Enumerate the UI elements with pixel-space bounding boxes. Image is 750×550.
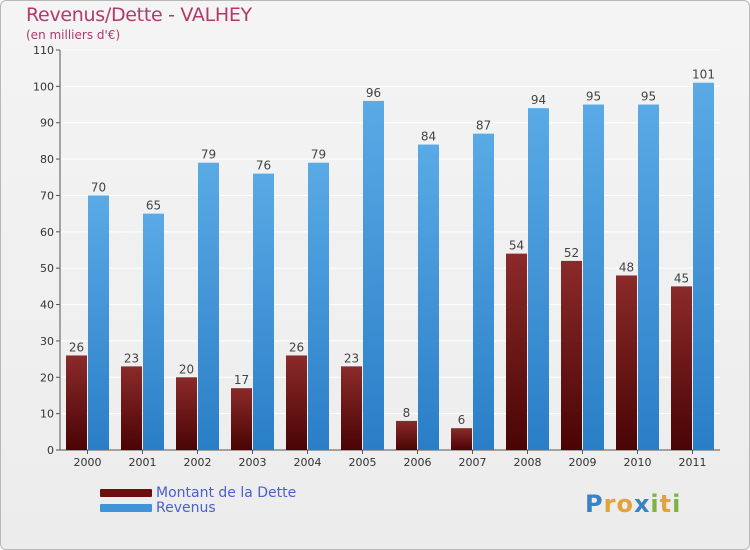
x-tick-label: 2007 — [459, 456, 487, 469]
y-tick-label: 80 — [40, 153, 54, 166]
y-tick-label: 10 — [40, 408, 54, 421]
x-tick-label: 2011 — [679, 456, 707, 469]
bar-revenus — [418, 144, 439, 450]
bar-dette — [506, 253, 527, 450]
chart-subtitle: (en milliers d'€) — [26, 28, 121, 42]
data-label-revenus: 95 — [586, 90, 601, 104]
bars — [66, 82, 714, 451]
y-tick-label: 70 — [40, 189, 54, 202]
data-label-dette: 17 — [234, 373, 249, 387]
legend-swatch-revenus — [100, 504, 152, 512]
bar-dette — [121, 366, 142, 450]
bar-dette — [286, 355, 307, 450]
logo-letter: o — [616, 490, 634, 518]
data-label-revenus: 79 — [311, 148, 326, 162]
y-tick-label: 30 — [40, 335, 54, 348]
logo-letter: i — [650, 490, 660, 518]
proxiti-logo: Proxiti — [585, 490, 681, 518]
bar-revenus — [143, 213, 164, 450]
chart-title: Revenus/Dette - VALHEY — [26, 4, 252, 26]
y-tick-label: 20 — [40, 371, 54, 384]
data-label-revenus: 84 — [421, 130, 436, 144]
data-label-revenus: 87 — [476, 119, 491, 133]
bar-dette — [561, 260, 582, 450]
x-tick-label: 2010 — [624, 456, 652, 469]
y-tick-label: 60 — [40, 226, 54, 239]
data-label-dette: 23 — [124, 351, 139, 365]
bar-revenus — [693, 82, 714, 451]
data-label-dette: 8 — [403, 406, 411, 420]
x-tick-label: 2005 — [349, 456, 377, 469]
axes: 0 10 20 30 40 50 60 70 80 90 100 110 2000 2001 2002 200… — [33, 44, 720, 469]
bar-dette — [66, 355, 87, 450]
data-label-dette: 52 — [564, 246, 579, 260]
data-label-revenus: 65 — [146, 199, 161, 213]
x-tick-label: 2004 — [294, 456, 322, 469]
logo-letter: t — [659, 490, 673, 518]
y-tick-label: 50 — [40, 262, 54, 275]
bar-dette — [176, 377, 197, 450]
data-label-dette: 48 — [619, 260, 634, 274]
bar-revenus — [253, 173, 274, 451]
bar-revenus — [583, 104, 604, 450]
data-label-revenus: 76 — [256, 159, 271, 173]
data-labels: 26 70 23 65 20 79 17 76 26 79 23 96 8 84 6 87 54 94 52 95 48… — [69, 68, 715, 427]
bar-dette — [231, 388, 252, 450]
bar-revenus — [473, 133, 494, 451]
bar-revenus — [363, 100, 384, 450]
x-tick-label: 2003 — [239, 456, 267, 469]
x-tick-label: 2006 — [404, 456, 432, 469]
bar-revenus — [638, 104, 659, 450]
data-label-dette: 26 — [289, 340, 304, 354]
data-label-dette: 45 — [674, 271, 689, 285]
y-tick-label: 0 — [47, 444, 54, 457]
bar-revenus — [198, 162, 219, 450]
legend-swatch-debt — [100, 489, 152, 497]
data-label-dette: 54 — [509, 239, 524, 253]
logo-letter: x — [633, 490, 651, 518]
data-label-dette: 20 — [179, 362, 194, 376]
y-tick-label: 90 — [40, 117, 54, 130]
y-tick-label: 110 — [33, 44, 54, 57]
data-label-revenus: 101 — [692, 68, 715, 82]
y-tick-label: 100 — [33, 80, 54, 93]
data-label-dette: 23 — [344, 351, 359, 365]
data-label-dette: 6 — [458, 413, 466, 427]
logo-letter: P — [585, 490, 604, 518]
bar-dette — [341, 366, 362, 450]
data-label-revenus: 94 — [531, 93, 546, 107]
data-label-revenus: 96 — [366, 86, 381, 100]
bar-revenus — [88, 195, 109, 450]
data-label-revenus: 70 — [91, 180, 106, 194]
bar-dette — [616, 275, 637, 450]
legend-label-debt: Montant de la Dette — [156, 485, 297, 501]
x-tick-label: 2001 — [129, 456, 157, 469]
grid-lines — [60, 49, 720, 451]
logo-letter: i — [672, 490, 682, 518]
x-tick-label: 2002 — [184, 456, 212, 469]
y-tick-label: 40 — [40, 299, 54, 312]
data-label-revenus: 79 — [201, 148, 216, 162]
x-tick-label: 2008 — [514, 456, 542, 469]
logo-letter: r — [603, 490, 617, 518]
bar-dette — [396, 420, 417, 450]
data-label-revenus: 95 — [641, 90, 656, 104]
bar-revenus — [308, 162, 329, 450]
x-tick-label: 2009 — [569, 456, 597, 469]
bar-revenus — [528, 108, 549, 450]
data-label-dette: 26 — [69, 340, 84, 354]
legend-label-revenus: Revenus — [156, 500, 216, 516]
bar-dette — [451, 428, 472, 450]
bar-dette — [671, 286, 692, 450]
x-tick-label: 2000 — [74, 456, 102, 469]
